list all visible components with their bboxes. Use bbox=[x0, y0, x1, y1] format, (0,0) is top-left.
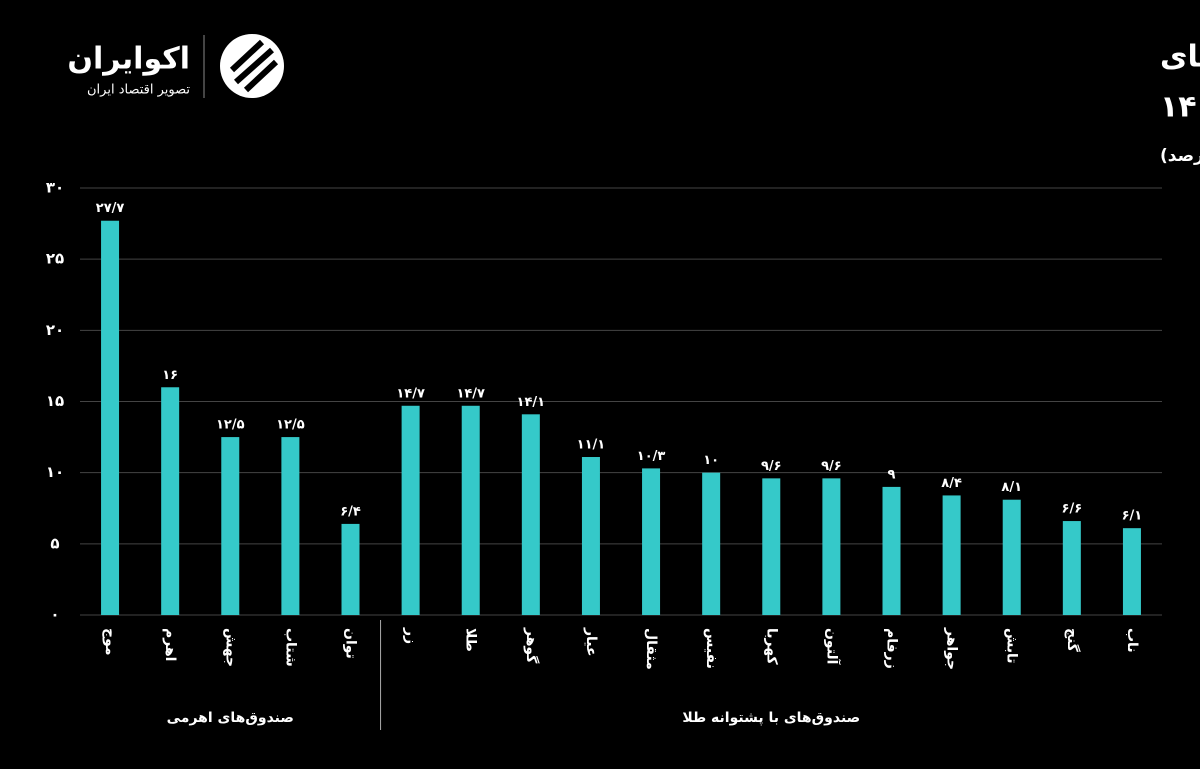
x-tick-label: کهربا bbox=[763, 628, 779, 665]
value-label: ۱۰/۳ bbox=[637, 449, 666, 464]
bar bbox=[101, 220, 120, 615]
bar bbox=[161, 387, 180, 615]
logo-name: اکوایران bbox=[67, 42, 190, 77]
bar bbox=[221, 437, 240, 615]
x-tick-label: عیار bbox=[583, 627, 599, 657]
x-tick-label: موج bbox=[102, 628, 118, 656]
logo-stripes bbox=[229, 39, 279, 93]
bar bbox=[1002, 499, 1021, 615]
title-line: با پشتوانه طلا - پنجم خرداد ماه ۱۴۰۳ bbox=[1160, 90, 1200, 125]
y-tick-label: ۰ bbox=[50, 606, 59, 624]
x-tick-label: اهرم bbox=[162, 628, 178, 661]
y-tick-label: ۵ bbox=[50, 534, 59, 552]
value-label: ۶/۱ bbox=[1122, 509, 1143, 524]
bar bbox=[762, 478, 781, 615]
value-label: ۱۴/۷ bbox=[456, 386, 485, 401]
group-label: صندوق‌های با پشتوانه طلا bbox=[682, 710, 860, 726]
title-line: حباب صندوق‌های اهرمی و صندوق‌های bbox=[1160, 40, 1200, 75]
value-label: ۱۴/۷ bbox=[396, 386, 425, 401]
value-label: ۸/۱ bbox=[1001, 480, 1022, 495]
value-label: ۱۴/۱ bbox=[517, 395, 546, 410]
bar bbox=[461, 405, 480, 615]
x-tick-label: نفیس bbox=[703, 628, 719, 669]
bar bbox=[1122, 528, 1141, 615]
value-label: ۹/۶ bbox=[761, 459, 782, 474]
bar bbox=[702, 472, 721, 615]
value-label: ۱۲/۵ bbox=[276, 418, 305, 433]
value-label: ۱۲/۵ bbox=[216, 418, 245, 433]
bar bbox=[642, 468, 661, 615]
value-label: ۹ bbox=[888, 467, 896, 482]
logo-tagline: تصویر اقتصاد ایران bbox=[87, 83, 190, 98]
y-tick-label: ۱۰ bbox=[46, 463, 64, 481]
bar bbox=[822, 478, 841, 615]
y-tick-label: ۱۵ bbox=[46, 392, 64, 410]
bar bbox=[401, 405, 420, 615]
unit-label: (واحد: درصد) bbox=[1160, 146, 1200, 166]
value-label: ۸/۴ bbox=[941, 476, 962, 491]
x-tick-label: ناب bbox=[1124, 628, 1140, 653]
bar bbox=[1062, 521, 1081, 615]
bar bbox=[281, 437, 300, 615]
x-tick-label: آلتون bbox=[823, 628, 841, 666]
bar bbox=[521, 414, 540, 615]
x-tick-label: گوهر bbox=[523, 627, 540, 664]
group-label: صندوق‌های اهرمی bbox=[167, 710, 294, 726]
x-tick-label: مثقال bbox=[643, 628, 659, 670]
x-tick-label: جهش bbox=[222, 628, 238, 667]
x-tick-label: زر bbox=[403, 627, 419, 644]
bar bbox=[341, 523, 360, 615]
y-tick-label: ۲۰ bbox=[46, 321, 64, 339]
value-label: ۱۱/۱ bbox=[577, 438, 606, 453]
bar bbox=[882, 486, 901, 615]
x-tick-label: شتاب bbox=[282, 628, 298, 667]
x-tick-label: جواهر bbox=[944, 627, 960, 670]
x-tick-label: زرفام bbox=[884, 628, 900, 669]
value-label: ۱۶ bbox=[162, 368, 178, 383]
bar bbox=[581, 457, 600, 615]
value-label: ۹/۶ bbox=[821, 459, 842, 474]
bar bbox=[942, 495, 961, 615]
y-tick-label: ۳۰ bbox=[46, 179, 64, 197]
x-tick-label: توان bbox=[343, 628, 359, 659]
y-tick-label: ۲۵ bbox=[46, 250, 64, 268]
x-tick-label: تابش bbox=[1004, 628, 1020, 664]
x-tick-label: طلا bbox=[463, 628, 479, 652]
x-tick-label: گنج bbox=[1064, 628, 1081, 653]
value-label: ۱۰ bbox=[703, 453, 719, 468]
value-label: ۶/۴ bbox=[340, 504, 361, 519]
value-label: ۶/۶ bbox=[1062, 502, 1083, 517]
logo: اکوایران تصویر اقتصاد ایران bbox=[67, 34, 284, 98]
value-label: ۲۷/۷ bbox=[96, 201, 125, 216]
